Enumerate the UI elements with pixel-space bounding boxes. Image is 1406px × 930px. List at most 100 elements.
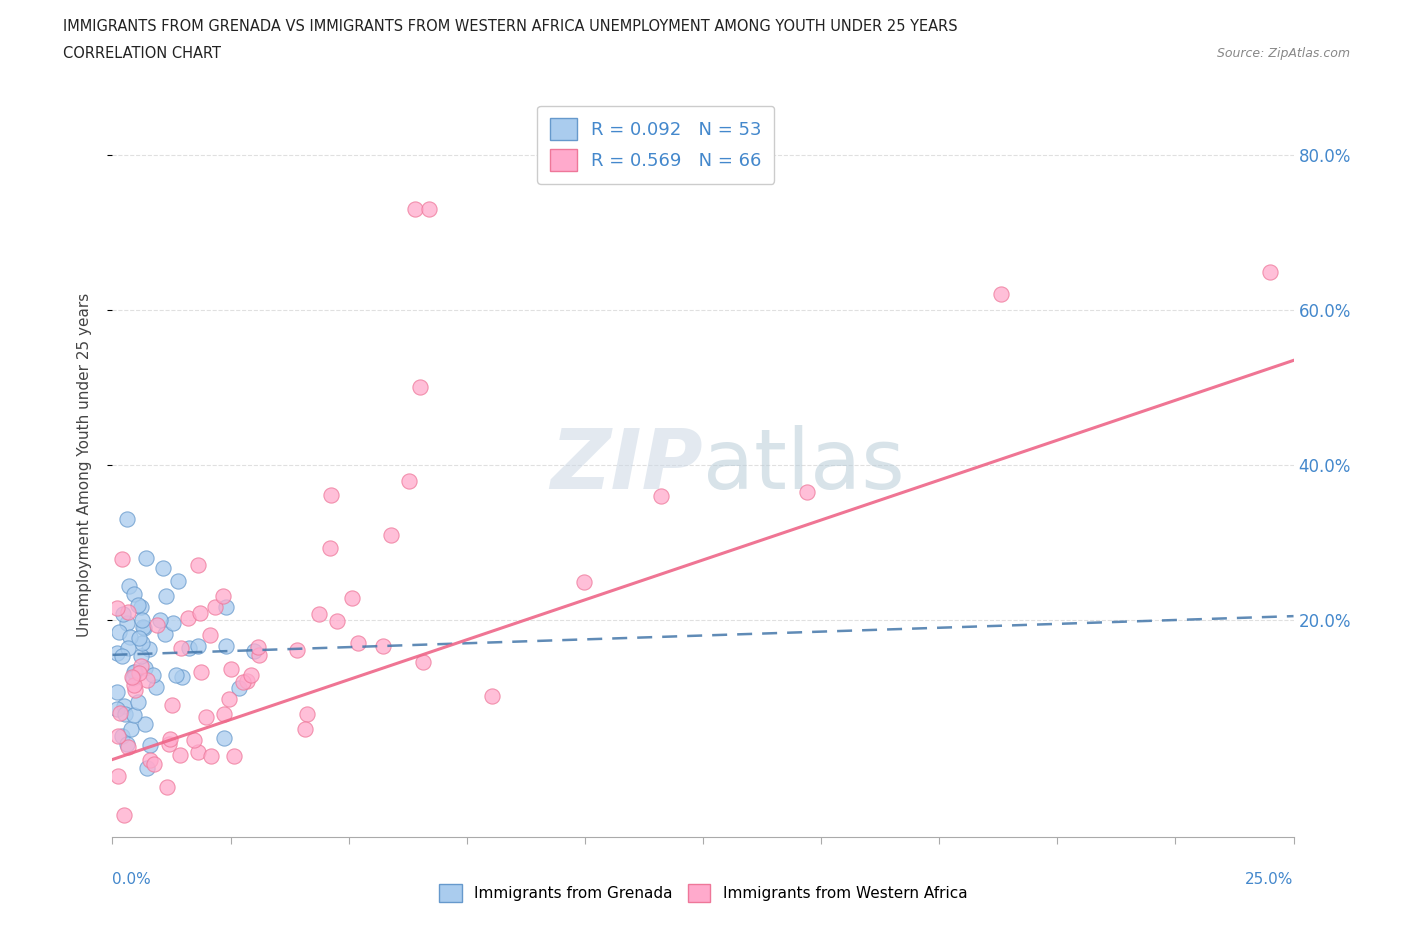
Point — [124, 677, 146, 692]
Point — [117, 604, 139, 619]
Point — [169, 748, 191, 763]
Point — [139, 737, 162, 752]
Point — [152, 560, 174, 575]
Point — [112, 698, 135, 713]
Point — [124, 708, 146, 723]
Point — [135, 551, 157, 565]
Text: 0.0%: 0.0% — [112, 871, 152, 886]
Point — [124, 665, 146, 680]
Point — [153, 627, 176, 642]
Point — [145, 680, 167, 695]
Point — [105, 645, 128, 660]
Y-axis label: Unemployment Among Youth under 25 years: Unemployment Among Youth under 25 years — [77, 293, 91, 637]
Point — [204, 600, 226, 615]
Text: CORRELATION CHART: CORRELATION CHART — [63, 46, 221, 61]
Point — [129, 599, 152, 614]
Point — [186, 744, 208, 759]
Point — [128, 631, 150, 646]
Point — [142, 668, 165, 683]
Point — [107, 769, 129, 784]
Point — [105, 684, 128, 699]
Point — [371, 639, 394, 654]
Text: atlas: atlas — [703, 424, 904, 506]
Point — [134, 660, 156, 675]
Point — [408, 380, 430, 395]
Point — [212, 707, 235, 722]
Point — [295, 707, 318, 722]
Text: Source: ZipAtlas.com: Source: ZipAtlas.com — [1216, 46, 1350, 60]
Point — [167, 573, 190, 588]
Point — [149, 613, 172, 628]
Point — [159, 732, 181, 747]
Point — [347, 636, 370, 651]
Point — [170, 641, 193, 656]
Legend: Immigrants from Grenada, Immigrants from Western Africa: Immigrants from Grenada, Immigrants from… — [433, 878, 973, 909]
Point — [139, 752, 162, 767]
Point — [129, 648, 152, 663]
Point — [110, 551, 132, 566]
Point — [247, 640, 270, 655]
Point — [117, 739, 139, 754]
Point — [124, 683, 146, 698]
Point — [111, 648, 134, 663]
Point — [105, 601, 128, 616]
Point — [215, 599, 238, 614]
Point — [120, 630, 142, 644]
Point — [134, 717, 156, 732]
Point — [122, 587, 145, 602]
Point — [115, 512, 138, 526]
Point — [117, 578, 139, 593]
Point — [1258, 264, 1281, 279]
Point — [112, 606, 135, 621]
Point — [236, 673, 259, 688]
Point — [160, 698, 183, 712]
Point — [219, 661, 242, 676]
Point — [228, 681, 250, 696]
Point — [215, 639, 238, 654]
Legend: R = 0.092   N = 53, R = 0.569   N = 66: R = 0.092 N = 53, R = 0.569 N = 66 — [537, 106, 775, 184]
Point — [796, 485, 818, 499]
Point — [214, 730, 236, 745]
Point — [115, 737, 138, 751]
Point — [162, 616, 184, 631]
Point — [132, 619, 155, 634]
Point — [218, 691, 240, 706]
Point — [418, 202, 440, 217]
Point — [240, 668, 263, 683]
Point — [127, 695, 149, 710]
Point — [105, 701, 128, 716]
Point — [146, 618, 169, 632]
Point — [138, 642, 160, 657]
Point — [188, 605, 211, 620]
Point — [117, 616, 139, 631]
Point — [134, 620, 156, 635]
Point — [155, 589, 177, 604]
Point — [177, 610, 200, 625]
Point — [157, 737, 180, 751]
Point — [340, 591, 363, 605]
Point — [308, 606, 330, 621]
Point — [117, 641, 139, 656]
Point — [122, 671, 145, 685]
Point — [127, 598, 149, 613]
Point — [326, 614, 349, 629]
Point — [222, 749, 245, 764]
Point — [121, 670, 143, 684]
Text: IMMIGRANTS FROM GRENADA VS IMMIGRANTS FROM WESTERN AFRICA UNEMPLOYMENT AMONG YOU: IMMIGRANTS FROM GRENADA VS IMMIGRANTS FR… — [63, 19, 957, 33]
Point — [136, 760, 159, 775]
Point — [131, 635, 153, 650]
Point — [156, 779, 179, 794]
Point — [195, 710, 218, 724]
Point — [398, 473, 420, 488]
Point — [404, 202, 426, 217]
Point — [124, 664, 146, 679]
Point — [481, 689, 503, 704]
Point — [319, 487, 342, 502]
Point — [187, 558, 209, 573]
Point — [574, 575, 596, 590]
Point — [285, 642, 308, 657]
Point — [108, 625, 131, 640]
Point — [294, 722, 316, 737]
Point — [380, 528, 402, 543]
Point — [114, 707, 136, 722]
